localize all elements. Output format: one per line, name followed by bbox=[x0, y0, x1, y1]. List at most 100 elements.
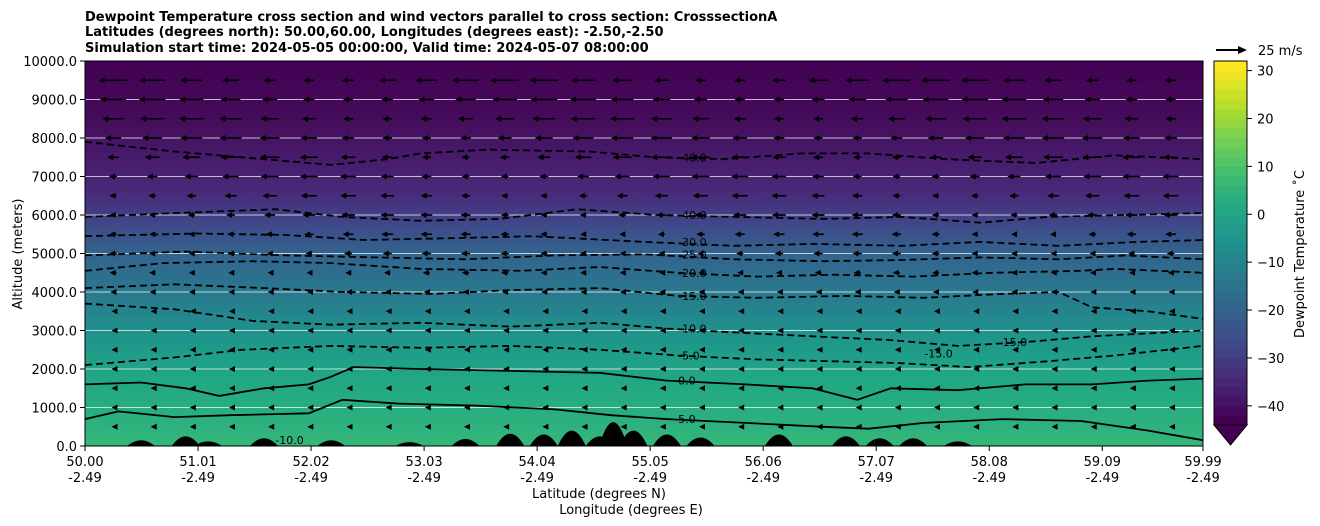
wind-vector-296 bbox=[734, 231, 745, 238]
contour--40.0-0 bbox=[85, 140, 1203, 166]
wind-vector-487 bbox=[530, 96, 558, 103]
wind-vector-473 bbox=[1082, 115, 1102, 122]
wind-vector-519 bbox=[694, 77, 707, 84]
wind-vector-11 bbox=[542, 423, 549, 430]
wind-vector-141 bbox=[150, 327, 157, 334]
wind-vector-178 bbox=[503, 308, 510, 315]
wind-vector-224 bbox=[109, 269, 117, 276]
wind-vector-298 bbox=[812, 231, 824, 238]
y-tick-label-3: 3000.0 bbox=[32, 325, 78, 340]
wind-vector-415 bbox=[1004, 154, 1023, 161]
wind-vector-430 bbox=[497, 135, 512, 141]
wind-vector-189 bbox=[934, 308, 941, 315]
wind-vector-15 bbox=[699, 423, 706, 430]
wind-vector-104 bbox=[894, 366, 901, 372]
wind-vector-476 bbox=[99, 96, 127, 103]
wind-vector-179 bbox=[542, 308, 549, 315]
wind-vector-265 bbox=[619, 250, 626, 257]
wind-vector-324 bbox=[733, 212, 747, 218]
colorbar-band-5 bbox=[1214, 367, 1247, 378]
wind-vector-37 bbox=[464, 404, 471, 411]
wind-vector-403 bbox=[537, 154, 551, 161]
wind-vector-114 bbox=[189, 346, 196, 353]
wind-vector-358 bbox=[970, 192, 979, 199]
wind-vector-317 bbox=[460, 212, 471, 218]
wind-vector-340 bbox=[262, 192, 277, 199]
wind-vector-216 bbox=[893, 289, 900, 295]
wind-vector-148 bbox=[424, 327, 431, 334]
wind-vector-313 bbox=[302, 212, 316, 218]
wind-vector-371 bbox=[380, 173, 394, 180]
wind-vector-138 bbox=[1129, 346, 1136, 353]
wind-vector-172 bbox=[268, 308, 275, 315]
wind-vector-183 bbox=[699, 308, 706, 315]
wind-vector-434 bbox=[650, 135, 673, 141]
wind-vector-481 bbox=[303, 96, 315, 103]
wind-vector-301 bbox=[931, 231, 940, 238]
wind-vector-284 bbox=[265, 231, 274, 238]
wind-vector-84 bbox=[111, 366, 118, 372]
wind-vector-199 bbox=[228, 289, 235, 295]
wind-vector-170 bbox=[189, 308, 196, 315]
y-tick-label-7: 7000.0 bbox=[32, 171, 78, 186]
wind-vector-225 bbox=[149, 269, 156, 276]
wind-vector-355 bbox=[852, 192, 863, 199]
wind-vector-410 bbox=[813, 154, 823, 161]
wind-vector-52 bbox=[1051, 404, 1058, 411]
wind-vector-475 bbox=[1165, 115, 1176, 122]
wind-vector-302 bbox=[971, 231, 978, 238]
wind-vector-338 bbox=[186, 192, 197, 199]
wind-vector-471 bbox=[1001, 115, 1027, 122]
wind-vector-463 bbox=[692, 115, 709, 122]
wind-vector-119 bbox=[385, 346, 392, 353]
wind-vector-269 bbox=[774, 250, 784, 257]
wind-vector-96 bbox=[581, 366, 588, 372]
colorbar-band-2 bbox=[1214, 396, 1247, 407]
wind-vector-465 bbox=[773, 115, 784, 122]
wind-vector-20 bbox=[894, 423, 901, 430]
wind-vector-297 bbox=[773, 231, 785, 238]
wind-vector-321 bbox=[618, 212, 626, 218]
wind-vector-319 bbox=[540, 212, 548, 218]
wind-vector-105 bbox=[934, 366, 941, 372]
x-tick-lon-2: -2.49 bbox=[294, 471, 328, 486]
x-axis-label: Latitude (degrees N) bbox=[532, 487, 666, 502]
wind-vector-111 bbox=[1169, 366, 1176, 372]
wind-vector-232 bbox=[422, 269, 430, 276]
wind-vector-191 bbox=[1012, 308, 1019, 315]
wind-vector-155 bbox=[699, 327, 706, 334]
wind-vector-354 bbox=[811, 192, 825, 199]
wind-vector-135 bbox=[1012, 346, 1019, 353]
wind-vector-34 bbox=[346, 404, 353, 411]
wind-vector-127 bbox=[699, 346, 706, 353]
wind-vector-326 bbox=[811, 212, 825, 218]
wind-vector-241 bbox=[775, 269, 782, 276]
contour-label-3: -25.0 bbox=[678, 248, 706, 261]
wind-vector-252 bbox=[109, 250, 117, 257]
wind-vector-40 bbox=[581, 404, 588, 411]
colorbar-band-36 bbox=[1214, 70, 1247, 81]
plot-area: -40.0 -40.0 -30.0-25.0 -20.0 -15.0 -10.0 -5.0 0… bbox=[85, 61, 1203, 446]
wind-vector-492 bbox=[734, 96, 745, 103]
wind-vector-197 bbox=[149, 289, 156, 295]
wind-vector-520 bbox=[734, 77, 746, 84]
colorbar-tick-label-5: 10 bbox=[1257, 160, 1274, 175]
wind-vector-103 bbox=[855, 366, 862, 372]
wind-vector-466 bbox=[813, 115, 823, 122]
wind-vector-27 bbox=[1169, 423, 1176, 430]
wind-vector-17 bbox=[777, 423, 784, 430]
wind-vector-342 bbox=[340, 192, 356, 199]
wind-vector-279 bbox=[1166, 250, 1175, 257]
colorbar-band-21 bbox=[1214, 214, 1247, 225]
wind-vector-51 bbox=[1012, 404, 1019, 411]
wind-vector-95 bbox=[542, 366, 549, 372]
colorbar-tick-label-6: 20 bbox=[1257, 112, 1274, 127]
wind-vector-391 bbox=[1162, 173, 1179, 180]
wind-vector-18 bbox=[816, 423, 823, 430]
x-tick-lon-10: -2.49 bbox=[1186, 471, 1220, 486]
wind-vector-60 bbox=[268, 385, 275, 392]
wind-vector-426 bbox=[341, 135, 355, 141]
colorbar-band-15 bbox=[1214, 271, 1247, 282]
wind-vector-468 bbox=[888, 115, 905, 122]
wind-vector-169 bbox=[150, 308, 157, 315]
